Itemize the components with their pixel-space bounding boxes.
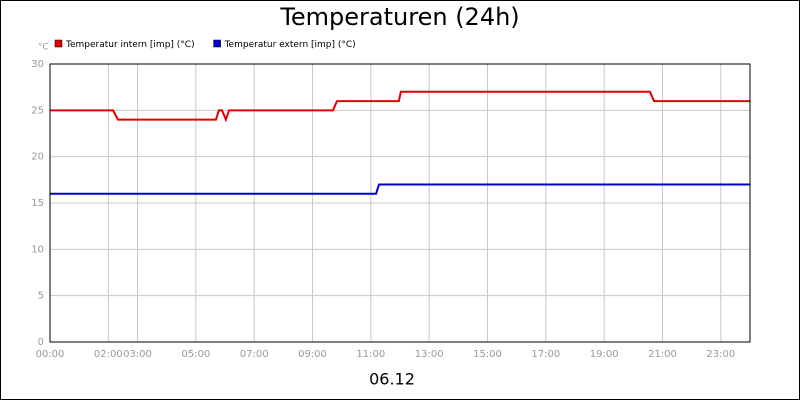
plot-border — [49, 63, 751, 343]
x-tick-label: 00:00 — [36, 349, 65, 360]
x-tick-label: 05:00 — [181, 349, 210, 360]
y-unit: °C — [38, 43, 49, 53]
x-tick-label: 17:00 — [531, 349, 560, 360]
y-tick-label: 0 — [38, 337, 44, 348]
x-tick-label: 09:00 — [298, 349, 327, 360]
legend-label: Temperatur extern [imp] (°C) — [224, 40, 356, 50]
x-tick-label: 19:00 — [590, 349, 619, 360]
legend-label: Temperatur intern [imp] (°C) — [65, 40, 195, 50]
chart-title: Temperaturen (24h) — [279, 3, 519, 31]
y-tick-label: 15 — [31, 198, 44, 209]
y-tick-label: 5 — [38, 291, 44, 302]
x-tick-label: 07:00 — [240, 349, 269, 360]
series-line — [50, 183, 750, 195]
series-line — [50, 90, 750, 123]
y-tick-label: 20 — [31, 152, 44, 163]
y-tick-label: 25 — [31, 105, 44, 116]
y-tick-label: 10 — [31, 244, 44, 255]
x-tick-label: 15:00 — [473, 349, 502, 360]
x-tick-label: 11:00 — [356, 349, 385, 360]
x-tick-label: 03:00 — [123, 349, 152, 360]
x-tick-label: 21:00 — [648, 349, 677, 360]
legend-swatch — [54, 39, 63, 48]
x-tick-label: 23:00 — [706, 349, 735, 360]
x-axis-label: 06.12 — [369, 370, 415, 389]
y-tick-label: 30 — [31, 59, 44, 70]
legend-swatch — [213, 39, 221, 48]
x-tick-label: 13:00 — [415, 349, 444, 360]
x-tick-label: 02:00 — [94, 349, 123, 360]
